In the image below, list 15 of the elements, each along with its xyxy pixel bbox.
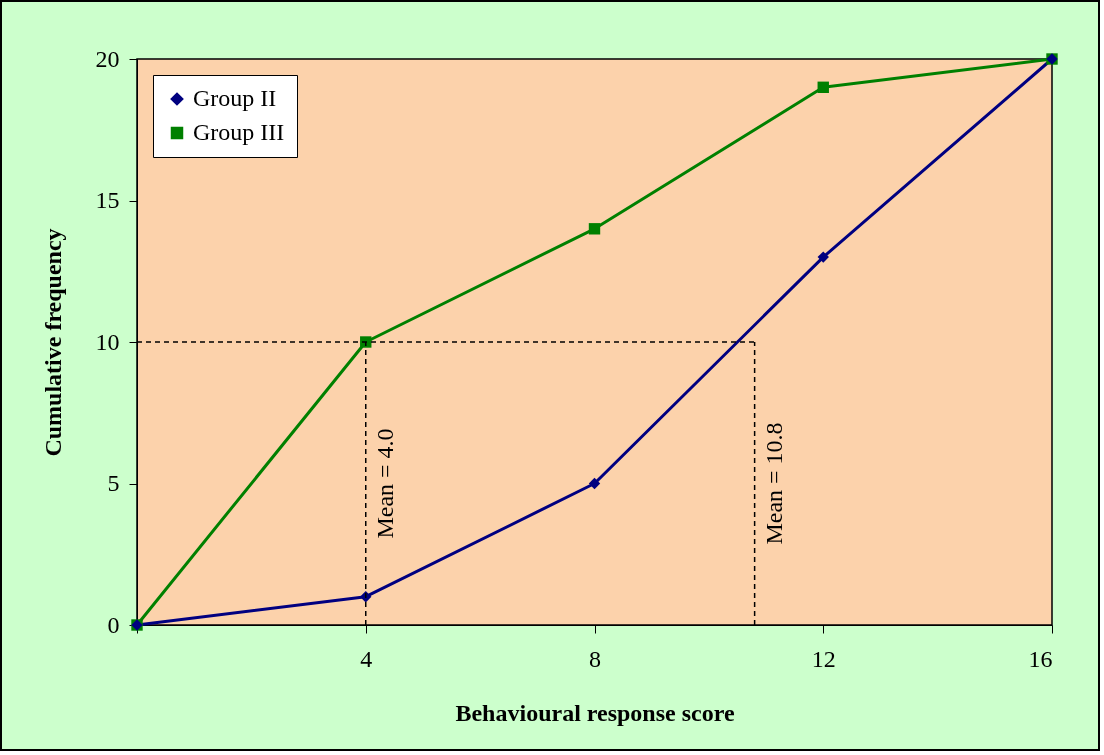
legend-label: Group II — [193, 85, 277, 111]
y-tick-label: 5 — [107, 470, 120, 496]
x-tick-label: 16 — [1028, 645, 1053, 672]
x-tick-label: 4 — [360, 645, 373, 672]
ref-line-label: Mean = 4.0 — [371, 428, 398, 539]
ref-line-label: Mean = 10.8 — [760, 422, 787, 545]
x-axis-title: Behavioural response score — [455, 699, 735, 726]
y-tick-label: 15 — [95, 187, 120, 213]
x-tick-label: 8 — [589, 645, 601, 672]
x-tick-label: 12 — [811, 645, 836, 672]
y-tick-label: 0 — [107, 611, 120, 638]
y-axis-title: Cumulative frequency — [39, 228, 66, 457]
y-tick-label: 20 — [95, 45, 120, 72]
legend-label: Group III — [193, 119, 285, 145]
y-tick-label: 10 — [95, 328, 120, 355]
